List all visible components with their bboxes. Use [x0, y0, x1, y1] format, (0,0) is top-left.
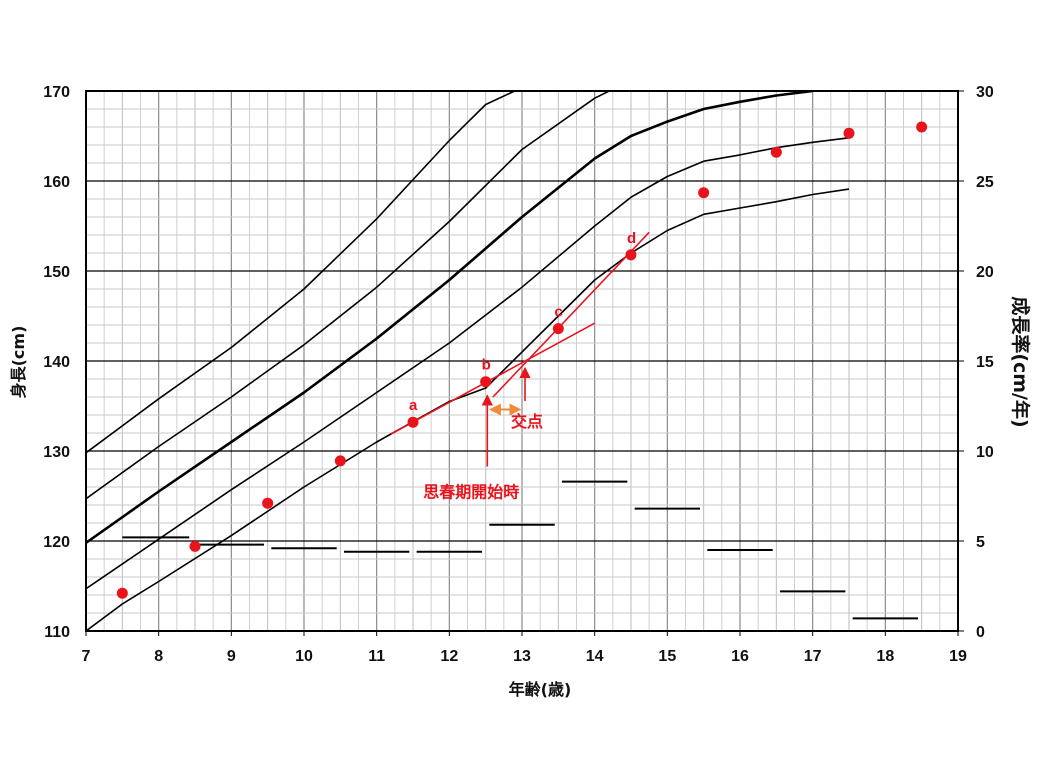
x-tick-label: 13 [513, 648, 531, 665]
height-point [843, 127, 855, 139]
height-point [625, 249, 637, 261]
y-tick-label: 130 [43, 444, 70, 461]
x-tick-label: 9 [227, 648, 236, 665]
x-tick-label: 11 [368, 648, 385, 665]
height-point [262, 497, 274, 509]
y-tick-label: 170 [43, 84, 70, 101]
line-ab [390, 322, 596, 435]
x-tick-label: 15 [658, 648, 676, 665]
y2-tick-label: 0 [976, 624, 985, 641]
fit-lines [390, 231, 650, 435]
y2-tick-label: 20 [976, 264, 994, 281]
x-tick-label: 8 [154, 648, 163, 665]
x-tick-label: 16 [731, 648, 749, 665]
y2-tick-label: 5 [976, 534, 985, 551]
height-point [189, 540, 201, 552]
y-axis-label: 身長(cm) [9, 326, 28, 399]
y-axis-ticks: 110 120 130 140 150 160 170 [43, 84, 70, 641]
y-tick-label: 110 [44, 624, 70, 641]
height-point [480, 376, 492, 388]
y2-tick-label: 25 [976, 174, 994, 191]
height-point [698, 187, 710, 199]
point-label-b: b [482, 357, 491, 374]
curve-lower [86, 137, 850, 590]
point-label-d: d [627, 230, 636, 247]
point-label-a: a [409, 397, 418, 414]
x-axis-label: 年齢(歳) [509, 680, 572, 699]
height-point [334, 455, 346, 467]
y2-tick-label: 10 [976, 444, 994, 461]
reference-curves [86, 91, 850, 631]
x-tick-label: 18 [876, 648, 894, 665]
x-tick-label: 19 [949, 648, 967, 665]
y-tick-label: 140 [43, 354, 70, 371]
y-tick-label: 160 [43, 174, 70, 191]
height-points [116, 121, 928, 599]
x-tick-label: 17 [804, 648, 822, 665]
curve-top [86, 91, 516, 454]
height-point [916, 121, 928, 133]
height-point [407, 416, 419, 428]
height-point [770, 146, 782, 158]
y-tick-label: 150 [43, 264, 70, 281]
intersection-label: 交点 [511, 412, 543, 431]
curve-upper [86, 91, 610, 500]
curve-bottom [86, 188, 850, 631]
growth-rate-bars [122, 480, 919, 620]
x-tick-label: 14 [586, 648, 604, 665]
y2-axis-label: 成長率(cm/年) [1009, 296, 1032, 427]
line-cd [492, 231, 650, 398]
puberty-onset-label: 思春期開始時 [423, 483, 519, 502]
x-tick-label: 12 [440, 648, 458, 665]
y2-tick-label: 30 [976, 84, 994, 101]
curve-median [86, 91, 813, 544]
x-tick-label: 7 [82, 648, 91, 665]
x-axis-ticks: 7 8 9 10 11 12 13 14 15 16 17 18 19 [82, 631, 967, 665]
height-point [116, 587, 128, 599]
point-label-c: c [554, 304, 562, 321]
height-point [552, 323, 564, 335]
y2-tick-label: 15 [976, 354, 994, 371]
y-tick-label: 120 [43, 534, 70, 551]
x-tick-label: 10 [295, 648, 313, 665]
y2-axis-ticks: 0 5 10 15 20 25 30 [958, 84, 994, 641]
